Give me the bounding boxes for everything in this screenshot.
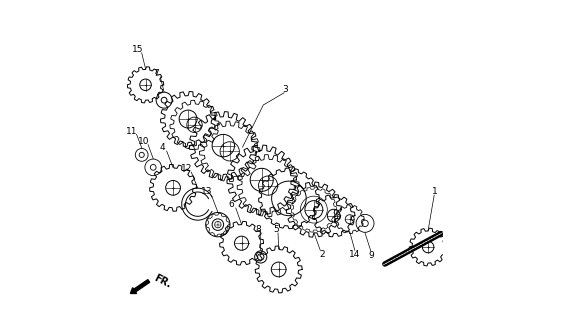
Text: 2: 2 — [320, 250, 325, 259]
Text: 13: 13 — [201, 188, 213, 196]
FancyArrow shape — [131, 280, 150, 293]
Text: 14: 14 — [349, 250, 360, 259]
Text: 10: 10 — [138, 137, 149, 146]
Text: 7: 7 — [154, 69, 159, 78]
Text: 3: 3 — [282, 85, 288, 94]
Text: 4: 4 — [159, 143, 165, 152]
Text: 12: 12 — [181, 164, 193, 173]
Text: 5: 5 — [273, 225, 279, 234]
Text: 9: 9 — [368, 251, 375, 260]
Text: FR.: FR. — [153, 273, 173, 290]
Text: 15: 15 — [132, 45, 144, 54]
Text: 8: 8 — [255, 225, 260, 234]
Text: 6: 6 — [228, 200, 234, 209]
Text: 1: 1 — [432, 188, 438, 196]
Text: 11: 11 — [127, 127, 138, 136]
